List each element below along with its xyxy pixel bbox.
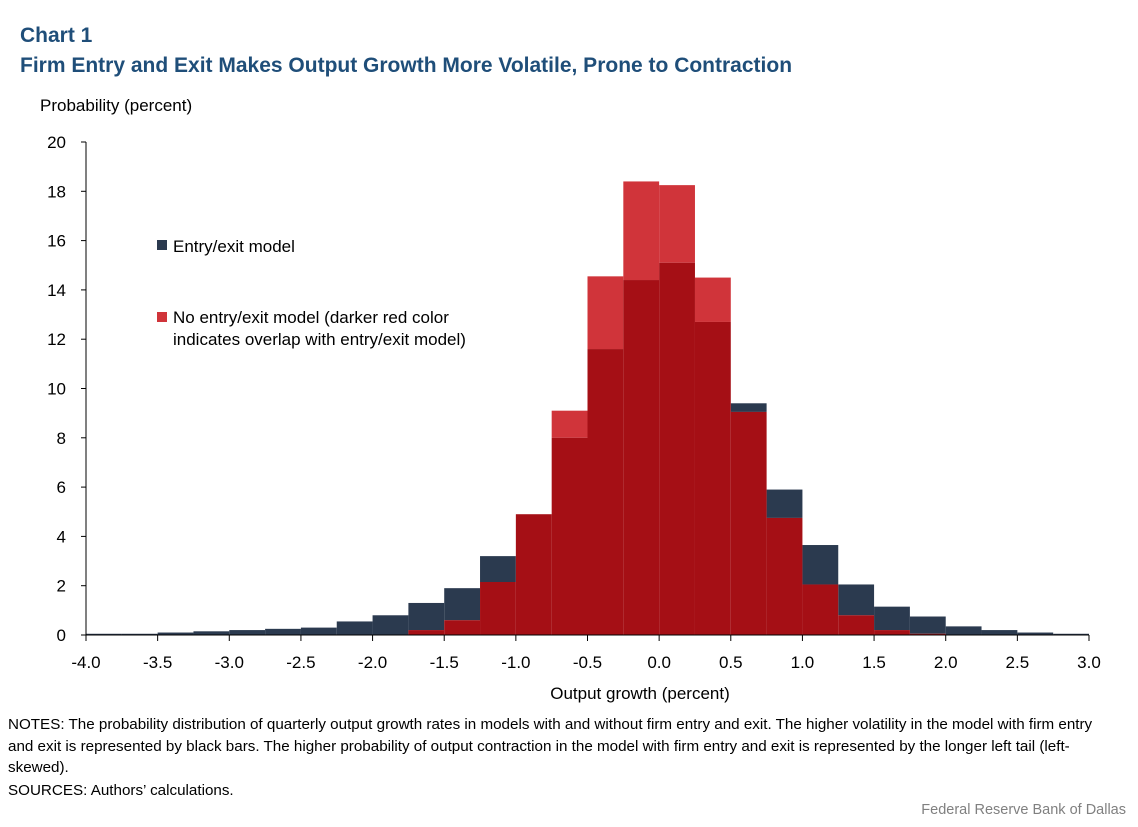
bar-entry-exit xyxy=(408,602,445,631)
legend-label-no-entry-exit: No entry/exit model (darker red color xyxy=(173,308,449,327)
legend-swatch-no-entry-exit xyxy=(157,312,167,322)
x-tick-label: 2.5 xyxy=(1006,653,1030,672)
bar-entry-exit xyxy=(838,584,875,616)
bar-entry-exit xyxy=(157,632,194,635)
x-tick-label: -2.0 xyxy=(358,653,387,672)
x-tick-label: 1.0 xyxy=(791,653,815,672)
histogram-chart: Probability (percent) 02468101214161820 … xyxy=(40,96,1101,703)
bar-overlap xyxy=(730,411,767,635)
bar-overlap xyxy=(444,620,481,635)
x-tick-label: 0.0 xyxy=(647,653,671,672)
y-tick-label: 12 xyxy=(47,330,66,349)
bar-overlap xyxy=(659,262,695,635)
y-tick-label: 20 xyxy=(47,133,66,152)
chart-title: Firm Entry and Exit Makes Output Growth … xyxy=(20,54,793,77)
bar-entry-exit xyxy=(229,630,266,635)
no-entry-exit-bars xyxy=(408,181,946,635)
bar-entry-exit xyxy=(372,615,409,635)
x-tick-label: -3.5 xyxy=(143,653,172,672)
y-tick-label: 4 xyxy=(57,527,66,546)
bar-overlap xyxy=(408,630,445,635)
x-tick-label: -3.0 xyxy=(215,653,244,672)
bar-entry-exit xyxy=(945,626,982,635)
bar-overlap xyxy=(909,633,946,635)
bar-overlap xyxy=(480,582,516,635)
x-tick-label: -2.5 xyxy=(286,653,315,672)
legend: Entry/exit model No entry/exit model (da… xyxy=(157,237,466,349)
bar-entry-exit xyxy=(444,588,481,621)
bar-no-entry-exit xyxy=(659,185,695,263)
bar-entry-exit xyxy=(766,489,803,518)
y-tick-label: 2 xyxy=(57,577,66,596)
entry-exit-bars xyxy=(86,403,1089,635)
x-tick-label: 0.5 xyxy=(719,653,743,672)
bar-entry-exit xyxy=(121,633,158,635)
bar-entry-exit xyxy=(1017,632,1054,635)
bar-overlap xyxy=(623,280,660,635)
y-tick-label: 14 xyxy=(47,281,66,300)
bar-entry-exit xyxy=(730,403,767,412)
y-tick-label: 8 xyxy=(57,429,66,448)
bar-entry-exit xyxy=(909,616,946,634)
bar-entry-exit xyxy=(480,556,516,583)
bar-overlap xyxy=(874,630,910,635)
bar-entry-exit xyxy=(265,628,301,635)
bar-no-entry-exit xyxy=(623,181,660,281)
bar-entry-exit xyxy=(1053,633,1089,635)
y-tick-label: 18 xyxy=(47,182,66,201)
bar-overlap xyxy=(551,437,588,635)
bar-overlap xyxy=(802,584,839,635)
axes xyxy=(81,141,1090,641)
bar-entry-exit xyxy=(300,627,337,635)
x-axis-title: Output growth (percent) xyxy=(550,684,730,703)
x-tick-label: 1.5 xyxy=(862,653,886,672)
bar-overlap xyxy=(694,321,731,635)
legend-swatch-entry-exit xyxy=(157,240,167,250)
credit-line: Federal Reserve Bank of Dallas xyxy=(921,802,1126,818)
x-tick-label: -1.0 xyxy=(501,653,530,672)
bar-overlap xyxy=(766,517,803,635)
x-tick-label: 2.0 xyxy=(934,653,958,672)
bar-no-entry-exit xyxy=(551,410,588,438)
bar-overlap xyxy=(838,615,875,635)
x-tick-label: -0.5 xyxy=(573,653,602,672)
bar-overlap xyxy=(515,514,552,635)
bar-entry-exit xyxy=(336,621,373,635)
bar-entry-exit xyxy=(193,631,230,635)
bar-entry-exit xyxy=(874,606,910,631)
legend-label-no-entry-exit-line2: indicates overlap with entry/exit model) xyxy=(173,330,466,349)
bar-entry-exit xyxy=(802,545,839,585)
x-tick-labels: -4.0 -3.5 -3.0 -2.5 -2.0 -1.5 -1.0 -0.5 0.0 0.5 1.… xyxy=(71,653,1100,672)
chart-notes: NOTES: The probability distribution of q… xyxy=(8,716,1093,776)
y-tick-label: 10 xyxy=(47,380,66,399)
chart-number: Chart 1 xyxy=(20,24,93,47)
chart-sources: SOURCES: Authors’ calculations. xyxy=(8,782,234,799)
y-tick-label: 0 xyxy=(57,626,66,645)
bar-overlap xyxy=(587,349,624,635)
y-tick-label: 6 xyxy=(57,478,66,497)
y-axis-title: Probability (percent) xyxy=(40,96,192,115)
bar-no-entry-exit xyxy=(694,277,731,322)
bar-entry-exit xyxy=(86,633,122,635)
x-tick-label: 3.0 xyxy=(1077,653,1101,672)
bar-entry-exit xyxy=(981,630,1018,635)
legend-label-entry-exit: Entry/exit model xyxy=(173,237,295,256)
x-tick-label: -4.0 xyxy=(71,653,100,672)
y-tick-label: 16 xyxy=(47,232,66,251)
x-tick-label: -1.5 xyxy=(430,653,459,672)
bar-no-entry-exit xyxy=(587,276,624,350)
y-tick-labels: 0 2 4 6 8 10 12 14 16 18 20 xyxy=(47,133,66,645)
